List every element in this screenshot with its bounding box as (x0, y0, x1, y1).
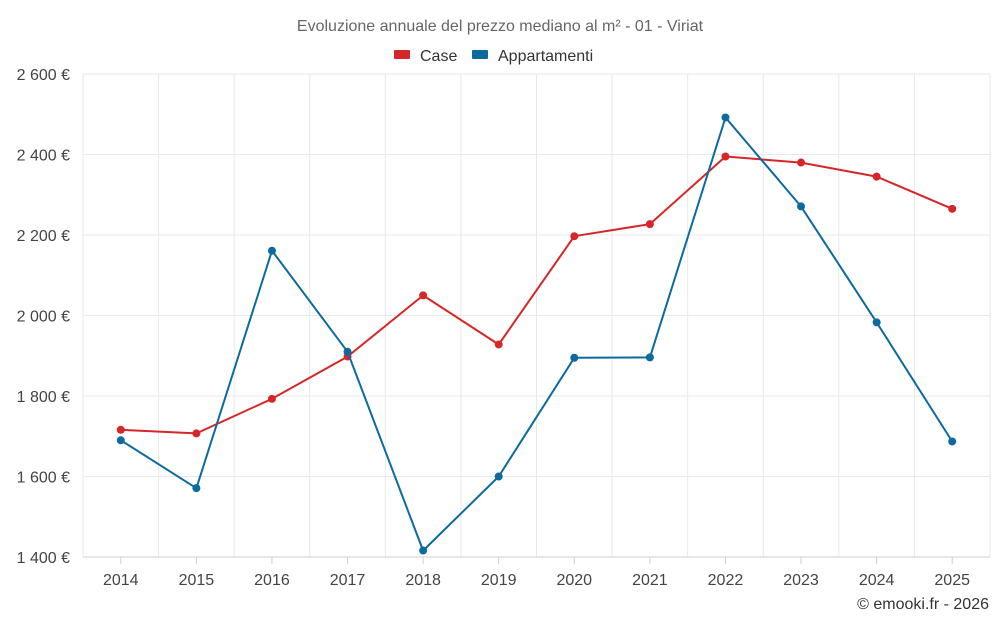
data-point[interactable] (419, 291, 428, 300)
y-tick-label: 2 000 € (17, 309, 70, 326)
data-point[interactable] (267, 246, 276, 255)
data-point[interactable] (948, 204, 957, 213)
x-tick-label: 2016 (254, 572, 290, 589)
series-line (120, 155, 953, 435)
legend-label: Appartamenti (498, 48, 593, 65)
data-point[interactable] (721, 152, 730, 161)
data-point[interactable] (494, 472, 503, 481)
x-tick-label: 2017 (330, 572, 366, 589)
y-tick-label: 1 800 € (17, 389, 70, 406)
x-tick-label: 2022 (708, 572, 744, 589)
x-tick-label: 2024 (859, 572, 895, 589)
data-point[interactable] (267, 394, 276, 403)
legend[interactable]: Case Appartamenti (394, 48, 593, 65)
series-case[interactable] (116, 152, 957, 438)
grid-lines (82, 73, 991, 558)
y-tick-label: 1 400 € (17, 550, 70, 567)
x-tick-label: 2021 (632, 572, 668, 589)
data-point[interactable] (116, 436, 125, 445)
legend-item-appartamenti[interactable]: Appartamenti (472, 48, 593, 65)
y-axis-ticks: 1 400 € 1 600 € 1 800 € 2 000 € 2 200 € 2 400… (17, 67, 70, 567)
x-tick-label: 2014 (103, 572, 139, 589)
data-point[interactable] (797, 202, 806, 211)
data-point[interactable] (645, 353, 654, 362)
data-point[interactable] (570, 353, 579, 362)
data-point[interactable] (419, 546, 428, 555)
y-tick-label: 2 200 € (17, 228, 70, 245)
x-tick-label: 2025 (934, 572, 970, 589)
data-point[interactable] (948, 437, 957, 446)
x-axis-ticks: 2014 2015 2016 2017 2018 2019 2020 2021 2022 2023… (103, 557, 970, 589)
data-point[interactable] (797, 158, 806, 167)
data-point[interactable] (570, 232, 579, 241)
x-tick-label: 2023 (783, 572, 819, 589)
data-point[interactable] (192, 484, 201, 493)
x-tick-label: 2018 (405, 572, 441, 589)
data-point[interactable] (721, 113, 730, 122)
data-point[interactable] (343, 347, 352, 356)
data-point[interactable] (494, 340, 503, 349)
legend-swatch (472, 50, 488, 59)
legend-item-case[interactable]: Case (394, 48, 457, 65)
y-tick-label: 2 600 € (17, 67, 70, 84)
x-tick-label: 2019 (481, 572, 517, 589)
data-point[interactable] (192, 429, 201, 438)
y-tick-label: 1 600 € (17, 470, 70, 487)
data-point[interactable] (645, 220, 654, 229)
data-point[interactable] (116, 425, 125, 434)
credit-text: © emooki.fr - 2026 (857, 596, 989, 613)
y-tick-label: 2 400 € (17, 148, 70, 165)
data-point[interactable] (872, 172, 881, 181)
x-tick-label: 2020 (556, 572, 592, 589)
series-appartamenti[interactable] (116, 113, 957, 555)
chart-title: Evoluzione annuale del prezzo mediano al… (297, 18, 704, 35)
x-tick-label: 2015 (179, 572, 215, 589)
series-line (120, 116, 954, 552)
legend-label: Case (420, 48, 457, 65)
legend-swatch (394, 50, 410, 59)
series-group (116, 113, 957, 555)
data-point[interactable] (872, 318, 881, 327)
